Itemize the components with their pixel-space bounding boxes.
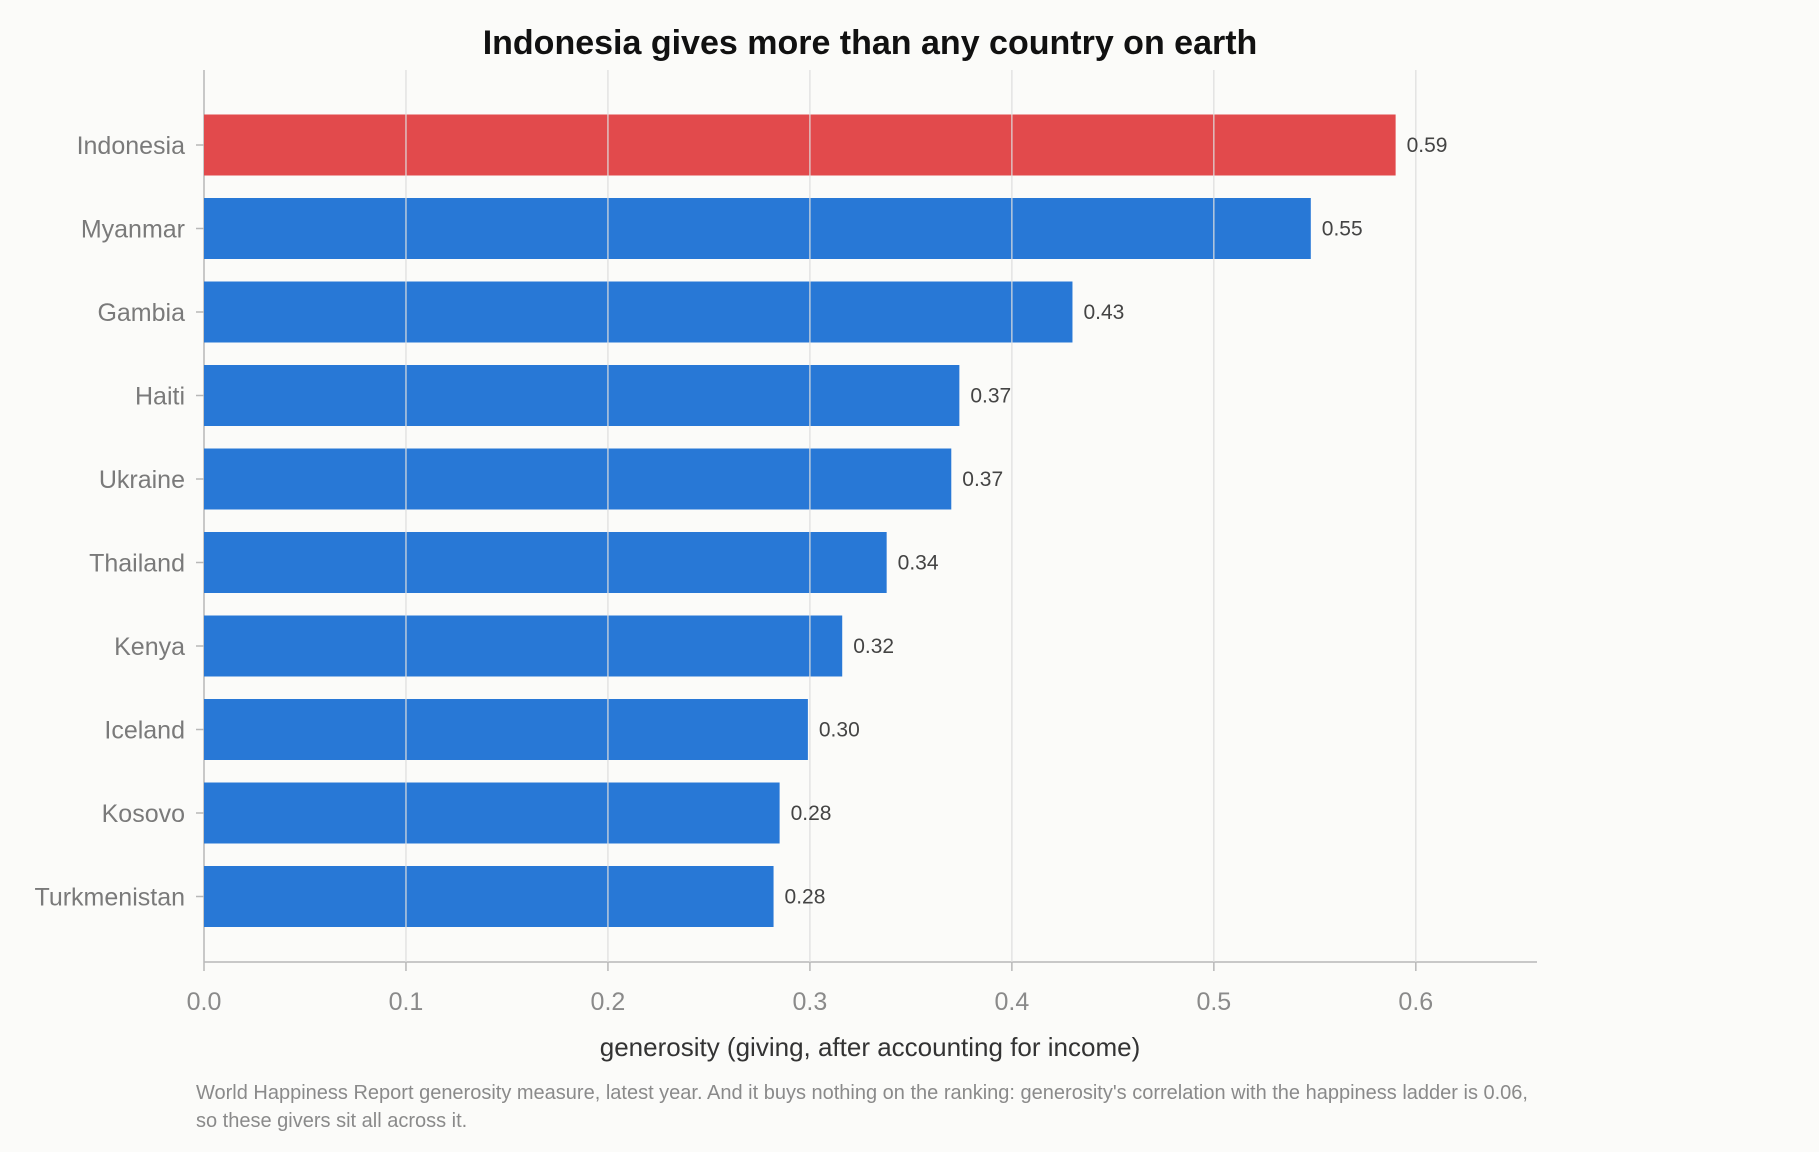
value-label: 0.55 (1322, 218, 1363, 241)
bar (204, 198, 1311, 259)
category-label: Ukraine (99, 466, 185, 494)
bar (204, 866, 774, 927)
footnote-line-1: World Happiness Report generosity measur… (196, 1082, 1528, 1104)
value-label: 0.34 (898, 552, 939, 575)
value-label: 0.30 (819, 719, 860, 742)
x-tick-label: 0.1 (389, 988, 424, 1016)
x-tick-label: 0.2 (591, 988, 626, 1016)
x-axis-title: generosity (giving, after accounting for… (600, 1032, 1141, 1062)
value-label: 0.59 (1407, 134, 1448, 157)
category-label: Thailand (89, 550, 185, 578)
label-layer: Indonesia 0.59 Myanmar 0.55 Gambia 0.43 Haiti 0… (34, 132, 1447, 912)
bar (204, 532, 887, 593)
chart-title: Indonesia gives more than any country on… (483, 24, 1258, 62)
bar (204, 615, 843, 677)
value-label: 0.28 (791, 802, 832, 825)
category-label: Turkmenistan (34, 884, 185, 912)
category-label: Haiti (135, 383, 185, 411)
category-label: Kenya (114, 633, 185, 661)
value-label: 0.28 (785, 886, 826, 909)
x-tick-label: 0.0 (187, 988, 222, 1016)
value-label: 0.37 (962, 468, 1003, 491)
category-label: Iceland (104, 717, 185, 745)
bar (204, 699, 808, 760)
x-tick-label: 0.5 (1196, 988, 1231, 1016)
value-label: 0.32 (853, 635, 894, 658)
bar (204, 281, 1073, 343)
bar (204, 782, 780, 844)
footnote-line-2: so these givers sit all across it. (196, 1110, 467, 1132)
grid-layer (405, 70, 1417, 962)
x-tick-label: 0.4 (994, 988, 1029, 1016)
bar (204, 365, 960, 426)
value-label: 0.43 (1083, 301, 1124, 324)
category-label: Gambia (97, 299, 185, 327)
bar-layer (204, 114, 1396, 927)
category-label: Indonesia (77, 132, 186, 160)
category-label: Kosovo (102, 800, 185, 828)
value-label: 0.37 (970, 385, 1011, 408)
x-tick-label: 0.6 (1398, 988, 1433, 1016)
bar (204, 448, 952, 510)
category-label: Myanmar (81, 216, 185, 244)
bar (204, 114, 1396, 176)
x-tick-label: 0.3 (793, 988, 828, 1016)
